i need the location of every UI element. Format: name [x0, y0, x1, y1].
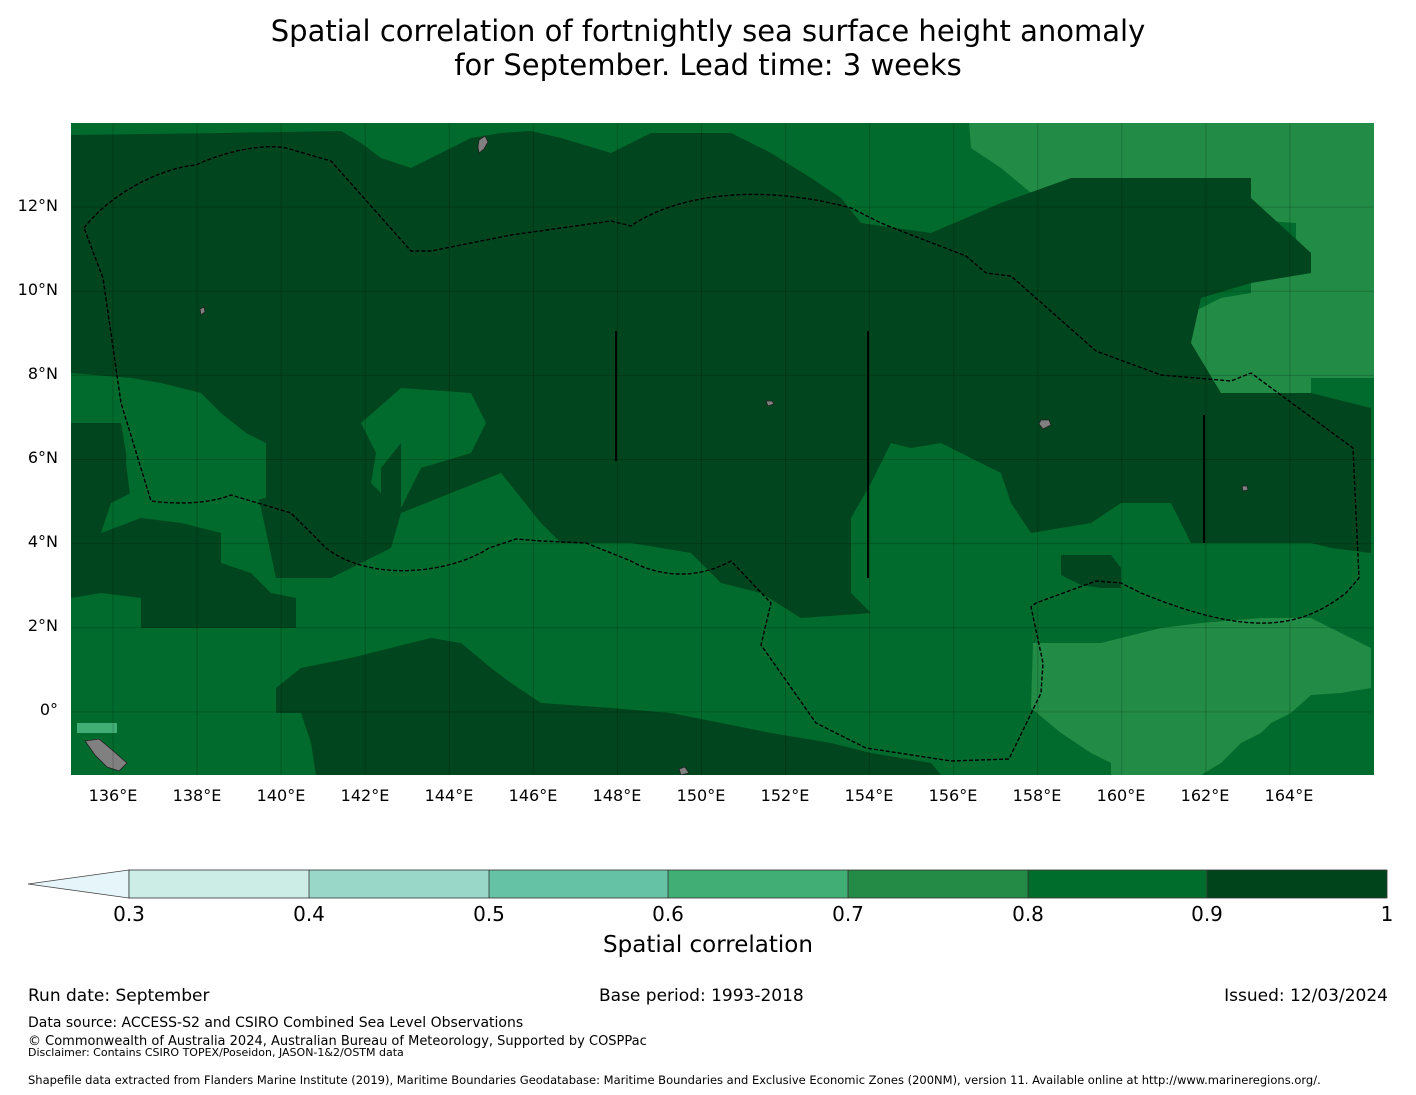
land-masses	[84, 135, 1249, 775]
field-0.8-0.9-west	[126, 378, 266, 513]
lon-label-144e: 144°E	[424, 786, 474, 805]
lon-label-142e: 142°E	[340, 786, 390, 805]
field-0.9-1-regions	[71, 131, 1371, 775]
field-0.9-1-south	[276, 638, 941, 775]
colorbar-tick-0.4: 0.4	[293, 902, 325, 926]
lon-label-150e: 150°E	[676, 786, 726, 805]
colorbar-bin-0.8-0.9	[1028, 870, 1207, 898]
copyright: © Commonwealth of Australia 2024, Austra…	[28, 1034, 647, 1049]
colorbar-bin-0.6-0.7	[668, 870, 848, 898]
colorbar	[27, 869, 1388, 899]
colorbar-label: Spatial correlation	[603, 932, 813, 958]
lat-label-2n: 2°N	[27, 616, 58, 635]
field-0.7-0.8-northeast	[969, 123, 1374, 408]
lat-label-6n: 6°N	[27, 448, 58, 467]
data-artifact-lines	[615, 331, 1205, 578]
lon-label-158e: 158°E	[1012, 786, 1062, 805]
colorbar-extend-arrow	[27, 869, 130, 899]
land-kosrae	[1241, 485, 1249, 492]
field-0.8-0.9-patches	[126, 378, 486, 513]
lat-label-10n: 10°N	[17, 280, 58, 299]
title-line-1: Spatial correlation of fortnightly sea s…	[270, 14, 1146, 48]
lon-label-160e: 160°E	[1096, 786, 1146, 805]
field-0.9-1-east-patch	[1061, 555, 1121, 588]
colorbar-bin-0.7-0.8	[848, 870, 1028, 898]
colorbar-bin-0.3-0.4	[129, 870, 309, 898]
land-pohnpei	[765, 400, 775, 407]
lon-label-152e: 152°E	[760, 786, 810, 805]
land-new-guinea-north	[84, 738, 128, 772]
correlation-map	[71, 123, 1374, 775]
lat-label-12n: 12°N	[17, 196, 58, 215]
colorbar-tick-1: 1	[1380, 902, 1394, 926]
colorbar-tick-0.6: 0.6	[652, 902, 684, 926]
chart-title: Spatial correlation of fortnightly sea s…	[0, 14, 1416, 82]
lon-label-156e: 156°E	[928, 786, 978, 805]
field-0.8-0.9-center	[361, 388, 486, 508]
lat-label-0: 0°	[39, 700, 58, 719]
eez-boundary-north	[83, 145, 1360, 762]
shapefile-credit: Shapefile data extracted from Flanders M…	[28, 1073, 1321, 1087]
field-0.7-0.8-areas	[969, 123, 1374, 775]
colorbar-bin-0.9-1	[1207, 870, 1387, 898]
eez-boundaries	[83, 145, 1360, 762]
lon-label-154e: 154°E	[844, 786, 894, 805]
lon-label-136e: 136°E	[88, 786, 138, 805]
lon-label-162e: 162°E	[1180, 786, 1230, 805]
lat-label-8n: 8°N	[27, 364, 58, 383]
lon-label-164e: 164°E	[1264, 786, 1314, 805]
colorbar-bin-0.4-0.5	[309, 870, 489, 898]
field-0.7-0.8-southeast	[1031, 618, 1371, 775]
field-0.9-1-left-edge	[71, 423, 131, 568]
colorbar-tick-0.5: 0.5	[473, 902, 505, 926]
run-date: Run date: September	[28, 986, 210, 1006]
lon-label-140e: 140°E	[256, 786, 306, 805]
base-period: Base period: 1993-2018	[599, 986, 804, 1006]
field-0.9-1-southwest	[71, 518, 296, 628]
disclaimer: Disclaimer: Contains CSIRO TOPEX/Poseido…	[28, 1046, 404, 1059]
data-source: Data source: ACCESS-S2 and CSIRO Combine…	[28, 1015, 524, 1031]
colorbar-tick-0.8: 0.8	[1012, 902, 1044, 926]
colorbar-tick-0.7: 0.7	[832, 902, 864, 926]
field-0.6-0.7-patch	[77, 723, 117, 733]
lat-label-4n: 4°N	[27, 532, 58, 551]
title-line-2: for September. Lead time: 3 weeks	[454, 48, 962, 82]
land-guam	[477, 135, 489, 154]
lon-label-148e: 148°E	[592, 786, 642, 805]
issued-date: Issued: 12/03/2024	[1224, 986, 1388, 1006]
colorbar-tick-0.3: 0.3	[113, 902, 145, 926]
field-0.9-1-central	[71, 131, 1371, 618]
colorbar-bin-0.5-0.6	[489, 870, 668, 898]
lon-label-138e: 138°E	[172, 786, 222, 805]
gridlines	[71, 123, 1374, 775]
land-palau	[199, 306, 206, 316]
colorbar-tick-0.9: 0.9	[1191, 902, 1223, 926]
land-island-south	[678, 766, 690, 775]
lon-label-146e: 146°E	[508, 786, 558, 805]
land-chuuk	[1038, 419, 1052, 430]
